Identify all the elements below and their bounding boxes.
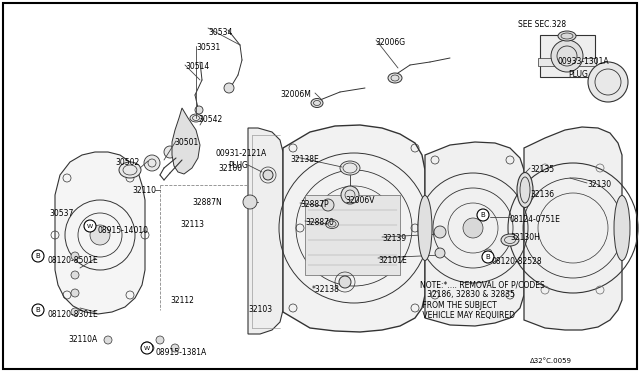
Circle shape bbox=[434, 226, 446, 238]
Ellipse shape bbox=[614, 196, 630, 260]
Text: 30502: 30502 bbox=[115, 158, 140, 167]
Text: 30537: 30537 bbox=[49, 209, 74, 218]
Text: 32139: 32139 bbox=[382, 234, 406, 243]
Text: 30501: 30501 bbox=[174, 138, 198, 147]
Text: 32130H: 32130H bbox=[510, 233, 540, 242]
Ellipse shape bbox=[388, 73, 402, 83]
Circle shape bbox=[224, 83, 234, 93]
Ellipse shape bbox=[340, 161, 360, 175]
Ellipse shape bbox=[501, 234, 519, 246]
Text: B: B bbox=[481, 212, 485, 218]
Circle shape bbox=[32, 250, 44, 262]
Ellipse shape bbox=[311, 99, 323, 108]
Polygon shape bbox=[283, 125, 425, 332]
Circle shape bbox=[84, 220, 96, 232]
Text: 30514: 30514 bbox=[185, 62, 209, 71]
Circle shape bbox=[104, 336, 112, 344]
Text: 30542: 30542 bbox=[198, 115, 222, 124]
Circle shape bbox=[551, 40, 583, 72]
Text: 30534: 30534 bbox=[208, 28, 232, 37]
Circle shape bbox=[142, 342, 152, 352]
Text: 32135: 32135 bbox=[530, 165, 554, 174]
Ellipse shape bbox=[326, 219, 339, 228]
Text: 32110A: 32110A bbox=[68, 335, 97, 344]
Text: 32006M: 32006M bbox=[280, 90, 311, 99]
Polygon shape bbox=[425, 142, 524, 326]
Text: NOTE:*.... REMOVAL OF P/CODES
   32186, 32830 & 32835
 FROM THE SUBJECT
 VEHICLE: NOTE:*.... REMOVAL OF P/CODES 32186, 328… bbox=[420, 280, 545, 320]
Text: B: B bbox=[36, 307, 40, 313]
Text: 08915-1381A: 08915-1381A bbox=[155, 348, 206, 357]
Text: 32887P: 32887P bbox=[300, 200, 328, 209]
Text: 00931-2121A: 00931-2121A bbox=[215, 149, 266, 158]
Text: *32138: *32138 bbox=[312, 285, 340, 294]
Bar bbox=[538, 58, 596, 66]
Circle shape bbox=[484, 249, 492, 257]
Text: 32112: 32112 bbox=[170, 296, 194, 305]
Ellipse shape bbox=[418, 196, 432, 260]
Text: 30531: 30531 bbox=[196, 43, 220, 52]
Text: 32006V: 32006V bbox=[345, 196, 374, 205]
Text: 32113: 32113 bbox=[180, 220, 204, 229]
Text: 08120-82528: 08120-82528 bbox=[492, 257, 543, 266]
Circle shape bbox=[141, 342, 153, 354]
Circle shape bbox=[322, 199, 334, 211]
Circle shape bbox=[71, 252, 79, 260]
Circle shape bbox=[171, 344, 179, 352]
Text: 32130: 32130 bbox=[587, 180, 611, 189]
Circle shape bbox=[85, 221, 95, 231]
Text: B: B bbox=[36, 253, 40, 259]
Circle shape bbox=[156, 336, 164, 344]
Circle shape bbox=[90, 225, 110, 245]
Text: 08120-8501E: 08120-8501E bbox=[48, 256, 99, 265]
Text: B: B bbox=[486, 254, 490, 260]
Circle shape bbox=[164, 146, 176, 158]
Text: SEE SEC.328: SEE SEC.328 bbox=[518, 20, 566, 29]
Text: PLUG: PLUG bbox=[228, 161, 248, 170]
Ellipse shape bbox=[517, 173, 533, 208]
Polygon shape bbox=[55, 152, 145, 314]
Circle shape bbox=[463, 218, 483, 238]
Ellipse shape bbox=[190, 114, 202, 122]
Circle shape bbox=[477, 209, 489, 221]
Circle shape bbox=[144, 155, 160, 171]
Text: 08124-0751E: 08124-0751E bbox=[510, 215, 561, 224]
Text: 32101E: 32101E bbox=[378, 256, 407, 265]
Ellipse shape bbox=[119, 162, 141, 178]
Circle shape bbox=[195, 106, 203, 114]
Circle shape bbox=[71, 289, 79, 297]
Text: W: W bbox=[87, 224, 93, 228]
Circle shape bbox=[71, 308, 79, 316]
Text: 32136: 32136 bbox=[530, 190, 554, 199]
Ellipse shape bbox=[558, 31, 576, 41]
Text: 08915-14010: 08915-14010 bbox=[98, 226, 149, 235]
Text: 32110: 32110 bbox=[132, 186, 156, 195]
Text: 328870: 328870 bbox=[305, 218, 334, 227]
Text: 32103: 32103 bbox=[248, 305, 272, 314]
Polygon shape bbox=[248, 128, 283, 334]
Polygon shape bbox=[524, 127, 622, 330]
Circle shape bbox=[339, 276, 351, 288]
Text: 32006G: 32006G bbox=[375, 38, 405, 47]
Circle shape bbox=[146, 344, 154, 352]
Text: Δ32°C.0059: Δ32°C.0059 bbox=[530, 358, 572, 364]
Circle shape bbox=[588, 62, 628, 102]
Circle shape bbox=[482, 251, 494, 263]
Circle shape bbox=[32, 304, 44, 316]
Circle shape bbox=[479, 211, 487, 219]
Bar bbox=[305, 195, 400, 275]
Text: PLUG: PLUG bbox=[568, 70, 588, 79]
Circle shape bbox=[435, 248, 445, 258]
Text: W: W bbox=[144, 346, 150, 350]
Text: 32100: 32100 bbox=[218, 164, 242, 173]
Circle shape bbox=[263, 170, 273, 180]
Text: 32138E: 32138E bbox=[290, 155, 319, 164]
Circle shape bbox=[71, 271, 79, 279]
Bar bbox=[540, 35, 595, 77]
Text: 00933-1301A: 00933-1301A bbox=[557, 57, 609, 66]
Polygon shape bbox=[172, 108, 200, 174]
Circle shape bbox=[341, 186, 359, 204]
Text: 08120-8301E: 08120-8301E bbox=[48, 310, 99, 319]
Text: 32887N: 32887N bbox=[192, 198, 221, 207]
Circle shape bbox=[243, 195, 257, 209]
